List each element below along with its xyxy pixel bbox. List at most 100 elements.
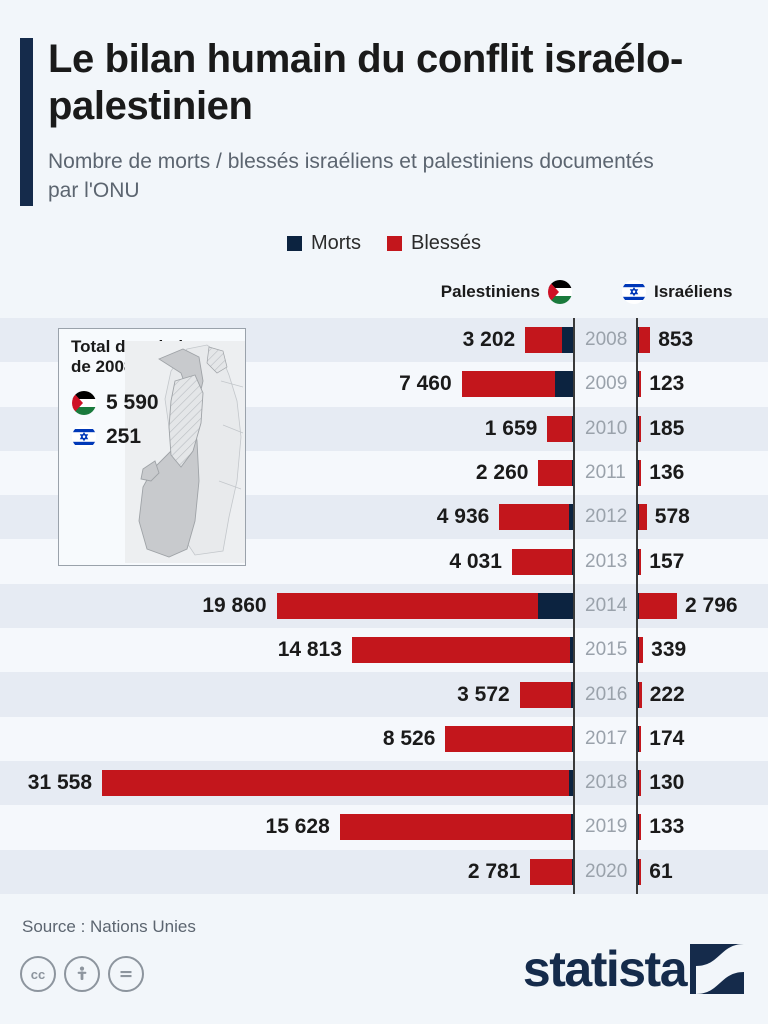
bar-segment-morts xyxy=(638,725,639,752)
value-label-israeliens: 2 796 xyxy=(685,593,738,617)
value-label-israeliens: 853 xyxy=(658,328,694,352)
axis-line-right xyxy=(636,318,638,894)
bar-palestiniens[interactable] xyxy=(276,592,573,619)
bar-israeliens[interactable] xyxy=(638,637,644,664)
bar-segment-blesses xyxy=(525,327,562,354)
bar-segment-blesses xyxy=(638,415,642,442)
bar-israeliens[interactable] xyxy=(638,327,651,354)
bar-israeliens[interactable] xyxy=(638,460,642,487)
bar-palestiniens[interactable] xyxy=(102,770,573,797)
bar-segment-morts xyxy=(638,814,639,841)
map-stat-israeliens: 251 xyxy=(72,425,141,449)
value-label-palestiniens: 4 031 xyxy=(449,549,502,573)
statista-branding[interactable]: statista xyxy=(523,944,744,994)
bar-segment-blesses xyxy=(499,504,570,531)
bar-palestiniens[interactable] xyxy=(445,725,573,752)
value-label-palestiniens: 7 460 xyxy=(399,372,452,396)
square-swatch-icon xyxy=(386,236,402,251)
bar-segment-blesses xyxy=(638,858,642,885)
square-swatch-icon xyxy=(286,236,302,251)
row-year-label: 2014 xyxy=(585,594,628,616)
map-stat-value-israeliens: 251 xyxy=(106,425,142,448)
bar-israeliens[interactable] xyxy=(638,504,647,531)
legend-item-blesses[interactable]: Blessés xyxy=(386,232,481,255)
by-icon[interactable] xyxy=(64,956,100,992)
bar-segment-morts xyxy=(638,681,639,708)
bar-segment-morts xyxy=(571,814,573,841)
legend-item-morts[interactable]: Morts xyxy=(286,232,361,255)
bar-segment-blesses xyxy=(639,592,677,619)
page-title: Le bilan humain du conflit israélo-pales… xyxy=(48,37,683,129)
value-label-palestiniens: 2 260 xyxy=(475,461,529,485)
bar-segment-blesses xyxy=(530,858,572,885)
bar-israeliens[interactable] xyxy=(638,415,642,442)
row-year-label: 2018 xyxy=(585,772,628,794)
bar-segment-blesses xyxy=(511,548,572,575)
chart-legend: Morts Blessés xyxy=(0,232,768,255)
bar-palestiniens[interactable] xyxy=(525,327,573,354)
map-stat-value-palestiniens: 5 590 xyxy=(106,391,159,414)
value-label-israeliens: 339 xyxy=(651,638,687,662)
bar-palestiniens[interactable] xyxy=(547,415,573,442)
value-label-palestiniens: 1 659 xyxy=(484,416,538,440)
bar-segment-morts xyxy=(570,637,573,664)
chart-row: 2 781 2020 61 xyxy=(0,849,768,894)
row-year-label: 2013 xyxy=(585,550,628,572)
creative-commons-icons: cc xyxy=(20,956,144,992)
value-label-israeliens: 133 xyxy=(649,815,685,839)
bar-segment-blesses xyxy=(461,371,555,398)
palestine-flag-icon xyxy=(548,280,572,304)
row-year-label: 2020 xyxy=(585,860,628,882)
bar-palestiniens[interactable] xyxy=(351,637,573,664)
bar-segment-morts xyxy=(568,770,573,797)
column-header-palestiniens: Palestiniens xyxy=(441,280,572,304)
israel-flag-icon xyxy=(622,280,646,304)
bar-segment-blesses xyxy=(538,460,572,487)
bar-israeliens[interactable] xyxy=(638,814,642,841)
bar-palestiniens[interactable] xyxy=(519,681,573,708)
column-label-israeliens: Israéliens xyxy=(654,282,733,301)
statista-logo-icon xyxy=(690,944,744,994)
row-year-label: 2011 xyxy=(585,462,626,484)
axis-line-left xyxy=(573,318,575,894)
bar-israeliens[interactable] xyxy=(638,681,642,708)
nd-icon[interactable] xyxy=(108,956,144,992)
bar-segment-morts xyxy=(638,415,639,442)
bar-israeliens[interactable] xyxy=(638,725,642,752)
column-headers: Palestiniens Israéliens xyxy=(0,280,768,308)
bar-israeliens[interactable] xyxy=(638,770,642,797)
bar-palestiniens[interactable] xyxy=(530,858,573,885)
value-label-israeliens: 185 xyxy=(649,416,685,440)
row-year-label: 2012 xyxy=(585,506,628,528)
row-year-label: 2008 xyxy=(585,329,628,351)
value-label-israeliens: 174 xyxy=(649,726,685,750)
bar-segment-blesses xyxy=(638,725,642,752)
value-label-palestiniens: 8 526 xyxy=(382,726,436,750)
chart-row: 3 572 2016 222 xyxy=(0,672,768,717)
cc-icon[interactable]: cc xyxy=(20,956,56,992)
bar-segment-morts xyxy=(571,460,573,487)
bar-palestiniens[interactable] xyxy=(339,814,573,841)
bar-israeliens[interactable] xyxy=(638,858,642,885)
bar-israeliens[interactable] xyxy=(638,592,677,619)
bar-palestiniens[interactable] xyxy=(538,460,573,487)
chart-row: 15 628 2019 133 xyxy=(0,805,768,850)
column-header-israeliens: Israéliens xyxy=(622,280,732,304)
bar-israeliens[interactable] xyxy=(638,548,642,575)
bar-palestiniens[interactable] xyxy=(511,548,573,575)
value-label-israeliens: 136 xyxy=(649,461,685,485)
chart-row: 8 526 2017 174 xyxy=(0,716,768,761)
israel-palestine-map-icon xyxy=(125,341,245,563)
value-label-palestiniens: 2 781 xyxy=(467,859,521,883)
map-inset-panel: Total des victimes de 2008 à 2020 5 590 … xyxy=(58,328,246,566)
bar-segment-morts xyxy=(569,504,573,531)
bar-palestiniens[interactable] xyxy=(461,371,573,398)
bar-segment-blesses xyxy=(547,415,572,442)
bar-segment-morts xyxy=(571,725,573,752)
row-year-label: 2016 xyxy=(585,683,628,705)
bar-palestiniens[interactable] xyxy=(499,504,573,531)
bar-israeliens[interactable] xyxy=(638,371,642,398)
bar-segment-blesses xyxy=(351,637,571,664)
source-note: Source : Nations Unies xyxy=(22,917,196,936)
bar-segment-morts xyxy=(638,548,639,575)
